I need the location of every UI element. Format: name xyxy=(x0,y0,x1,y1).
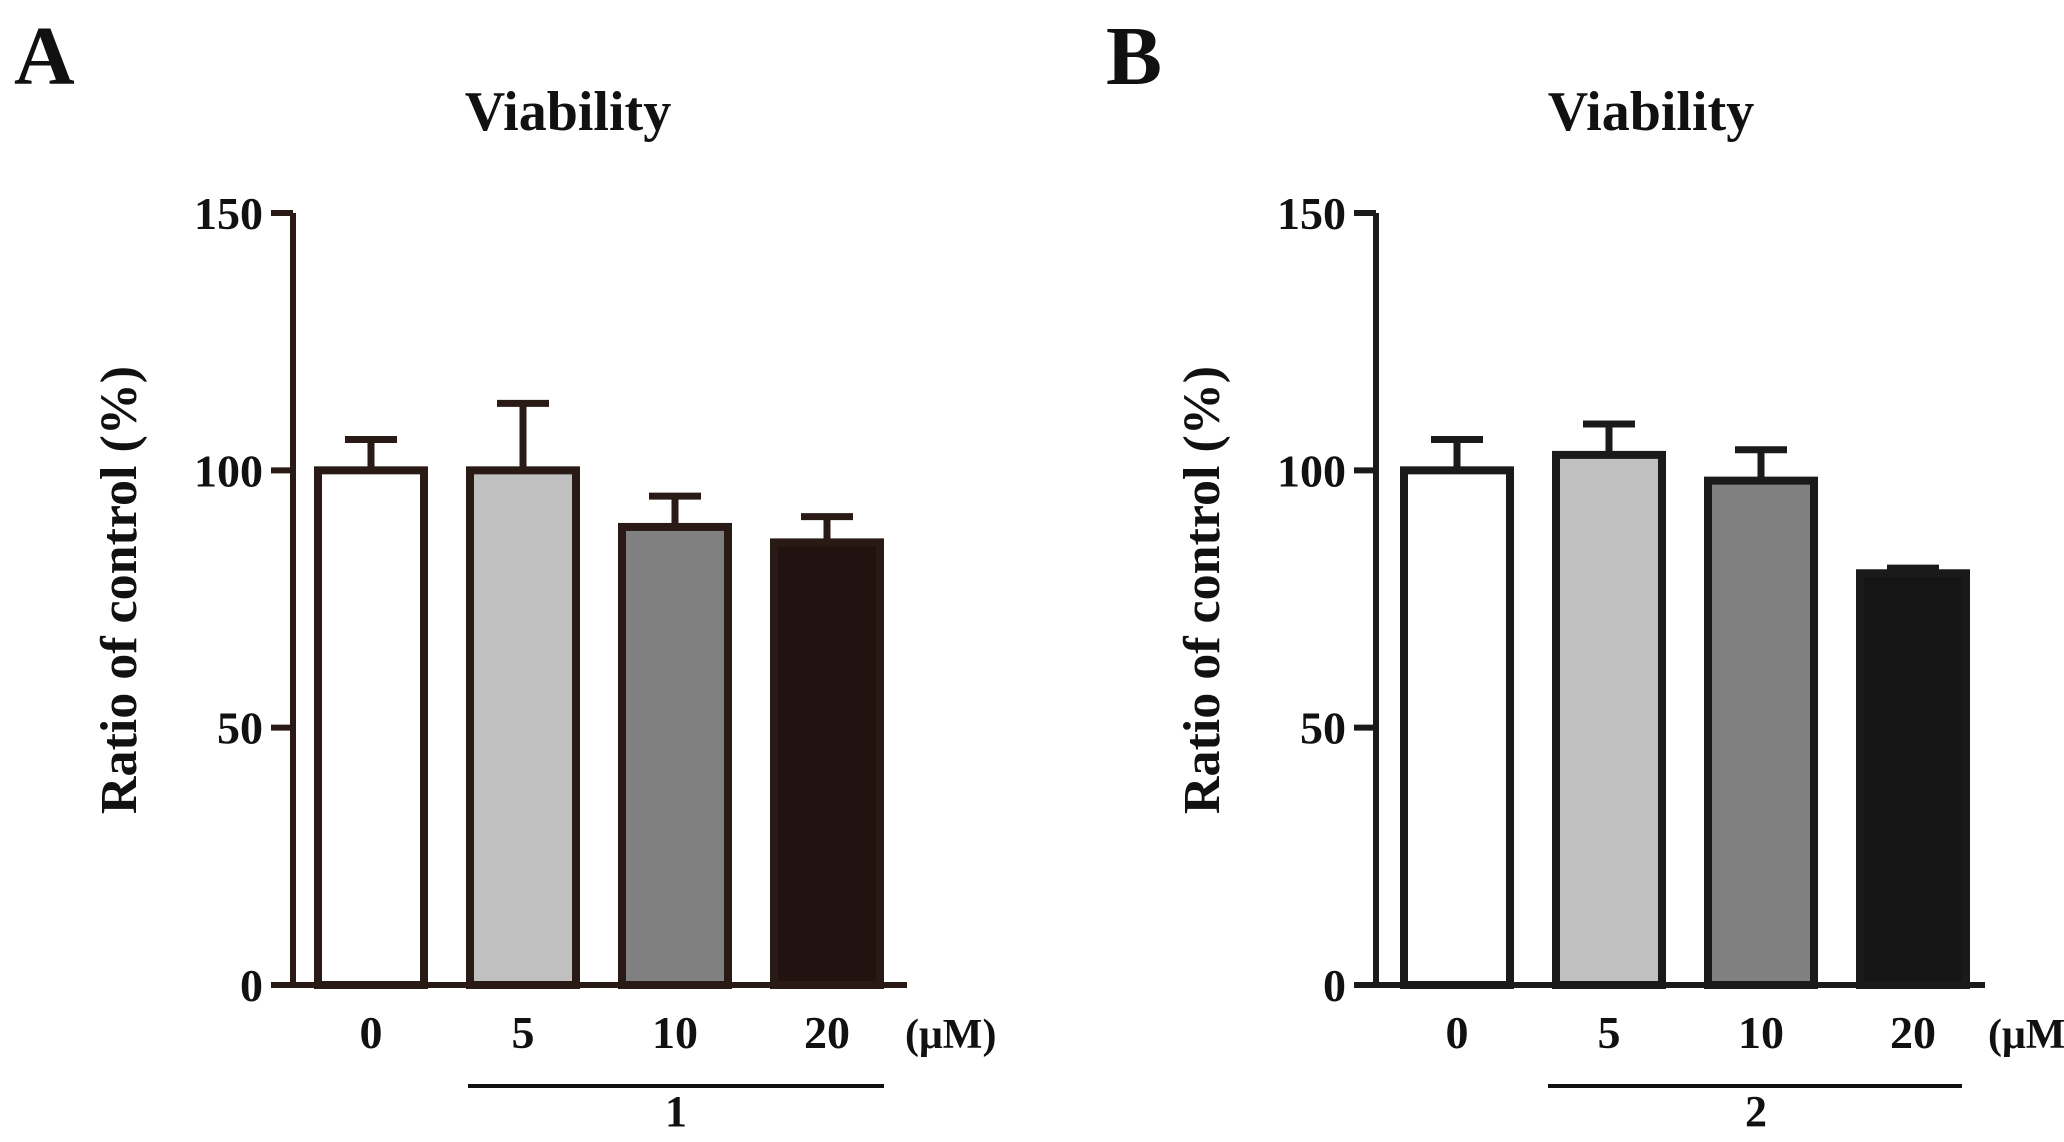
y-axis-label: Ratio of control (%) xyxy=(1174,366,1231,814)
panel-a: A Viability Ratio of control (%) 0501001… xyxy=(14,10,996,1136)
y-tick-label-50: 50 xyxy=(1300,703,1346,754)
bar-0 xyxy=(1400,466,1514,990)
x-tick-labels: 0 5 10 20 xyxy=(1446,1007,1937,1058)
chart-title: Viability xyxy=(1548,81,1754,143)
x-tick-label-10: 10 xyxy=(1738,1007,1784,1058)
panel-label: B xyxy=(1106,10,1162,103)
y-tick-labels: 0 50 100 150 xyxy=(1277,188,1346,1011)
x-tick-label-20: 20 xyxy=(1890,1007,1936,1058)
x-tick-label-0: 0 xyxy=(1446,1007,1469,1058)
error-bar-group xyxy=(345,399,853,543)
x-tick-label-20: 20 xyxy=(804,1007,850,1058)
group-label: 1 xyxy=(665,1087,687,1136)
bar-5 xyxy=(1552,450,1666,990)
x-tick-label-10: 10 xyxy=(652,1007,698,1058)
x-tick-label-5: 5 xyxy=(512,1007,535,1058)
panel-b: B Viability Ratio of control (%) 0501001… xyxy=(1106,10,2064,1136)
bar-10 xyxy=(618,522,732,989)
y-tick-labels: 0 50 100 150 xyxy=(194,188,263,1011)
bar-5 xyxy=(466,466,580,990)
y-tick-label-50: 50 xyxy=(217,703,263,754)
y-tick-label-100: 100 xyxy=(1277,445,1346,496)
y-tick-label-0: 0 xyxy=(240,960,263,1011)
y-tick-label-0: 0 xyxy=(1323,960,1346,1011)
error-bar-group xyxy=(1431,420,1939,574)
y-axis-label: Ratio of control (%) xyxy=(91,366,148,814)
bar-0 xyxy=(314,466,428,990)
x-unit-label: (μM) xyxy=(905,1012,996,1058)
bar-20 xyxy=(1856,569,1970,989)
group-label: 2 xyxy=(1745,1087,1767,1136)
x-tick-label-0: 0 xyxy=(360,1007,383,1058)
x-tick-labels: 0 5 10 20 xyxy=(360,1007,851,1058)
x-unit-label: (μM) xyxy=(1988,1012,2064,1058)
chart-title: Viability xyxy=(465,81,671,143)
y-tick-label-100: 100 xyxy=(194,445,263,496)
x-tick-label-5: 5 xyxy=(1598,1007,1621,1058)
bar-group xyxy=(314,466,884,990)
panel-label: A xyxy=(14,10,75,103)
bar-10 xyxy=(1704,476,1818,989)
bar-20 xyxy=(770,538,884,989)
axes xyxy=(271,210,907,988)
y-tick-label-150: 150 xyxy=(1277,188,1346,239)
bar-group xyxy=(1400,450,1970,990)
axes xyxy=(1354,210,1985,988)
y-tick-label-150: 150 xyxy=(194,188,263,239)
